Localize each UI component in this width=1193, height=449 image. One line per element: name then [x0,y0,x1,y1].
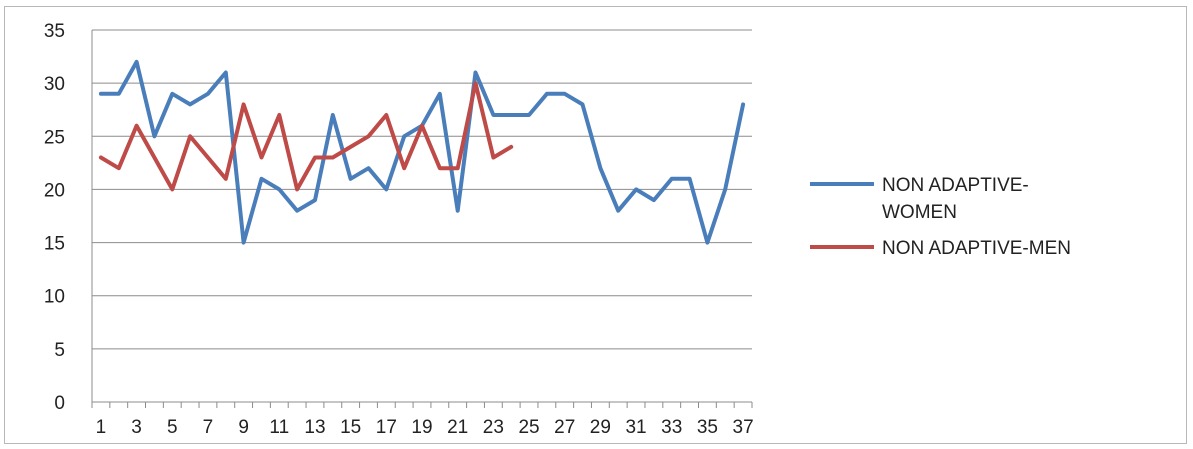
x-tick-label: 9 [238,417,249,438]
x-tick-label: 31 [625,417,646,438]
series-line-2 [98,81,514,192]
y-tick-label: 0 [54,393,65,414]
x-tick-label: 3 [131,417,142,438]
chart-frame [4,6,1187,444]
x-tick-label: 23 [483,417,504,438]
y-tick-label: 25 [44,127,65,148]
x-tick-label: 5 [167,417,178,438]
y-tick-label: 20 [44,180,65,201]
series-line-1 [98,59,746,245]
x-tick-label: 7 [203,417,214,438]
legend-label-1: WOMEN [882,202,957,223]
x-tick-label: 37 [733,417,754,438]
x-tick-label: 19 [411,417,432,438]
y-tick-label: 5 [54,340,65,361]
x-tick-label: 35 [697,417,718,438]
x-tick-label: 29 [590,417,611,438]
legend-label-1: NON ADAPTIVE- [882,175,1029,196]
x-tick-label: 1 [96,417,107,438]
x-tick-label: 13 [304,417,325,438]
y-tick-label: 35 [44,21,65,42]
x-tick-label: 17 [376,417,397,438]
x-tick-label: 15 [340,417,361,438]
y-tick-label: 10 [44,287,65,308]
y-tick-label: 15 [44,234,65,255]
x-tick-label: 33 [661,417,682,438]
legend-label-2: NON ADAPTIVE-MEN [882,238,1071,259]
x-tick-label: 25 [518,417,539,438]
x-tick-label: 27 [554,417,575,438]
x-tick-label: 11 [269,417,289,438]
x-tick-label: 21 [447,417,468,438]
y-tick-label: 30 [44,74,65,95]
